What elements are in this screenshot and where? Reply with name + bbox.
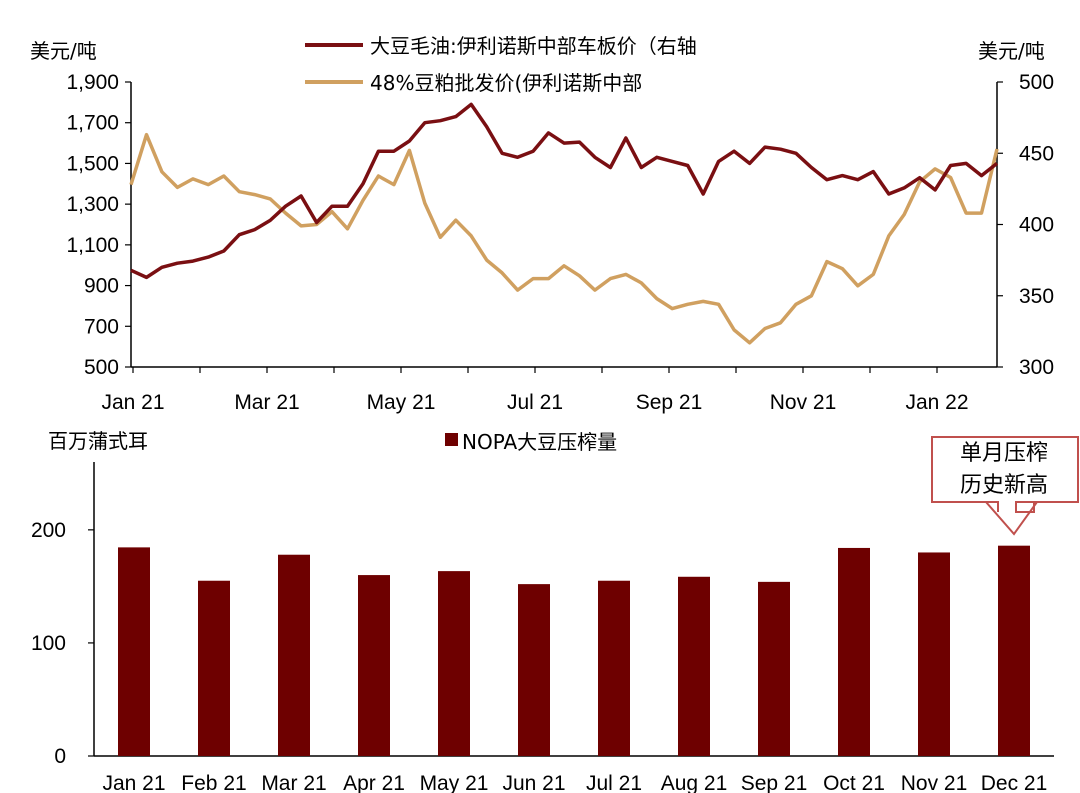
right-axis-unit: 美元/吨 (978, 39, 1045, 63)
left-tick-label: 1,100 (66, 234, 119, 257)
bar-x-tick-label: Mar 21 (261, 772, 326, 793)
bar-x-tick-label: Apr 21 (343, 772, 405, 793)
x-tick-label: Jan 22 (905, 391, 968, 414)
bar (998, 545, 1030, 756)
left-tick-label: 900 (84, 275, 119, 298)
bar-y-tick-label: 200 (31, 519, 66, 542)
bar (598, 580, 630, 756)
left-axis-unit: 美元/吨 (30, 39, 97, 63)
bar-y-tick-label: 0 (54, 745, 66, 768)
bar-x-tick-label: Aug 21 (661, 772, 728, 793)
left-tick-label: 1,900 (66, 71, 119, 94)
x-tick-label: Mar 21 (234, 391, 299, 414)
bar (758, 581, 790, 756)
legend-swatch-crush (445, 433, 458, 446)
legend-label-crush: NOPA大豆压榨量 (462, 430, 617, 454)
x-tick-label: Nov 21 (770, 391, 837, 414)
bar (678, 576, 710, 756)
left-tick-label: 1,500 (66, 152, 119, 175)
callout-line-2: 历史新高 (960, 473, 1048, 498)
bar (918, 552, 950, 756)
bar (278, 554, 310, 756)
callout-box (931, 436, 1079, 536)
bar (438, 571, 470, 756)
x-tick-label: Jan 21 (101, 391, 164, 414)
bar-x-tick-label: Jun 21 (502, 772, 565, 793)
right-tick-label: 400 (1019, 214, 1054, 237)
series-lines (129, 102, 999, 345)
bar-y-ticks: 200 100 0 (31, 519, 94, 768)
right-y-ticks: 500 450 400 350 300 (997, 71, 1054, 379)
x-tick-label: May 21 (367, 391, 436, 414)
bar-y-tick-label: 100 (31, 632, 66, 655)
bar-x-tick-label: May 21 (420, 772, 489, 793)
bar-x-tick-label: Feb 21 (181, 772, 246, 793)
right-tick-label: 300 (1019, 356, 1054, 379)
bar-x-tick-label: Dec 21 (981, 772, 1048, 793)
bar-x-ticks: Jan 21 Feb 21 Mar 21 Apr 21 May 21 Jun 21 Jul … (102, 772, 1047, 793)
left-tick-label: 1,700 (66, 112, 119, 135)
series-line-oil (130, 102, 999, 280)
bar-x-tick-label: Jul 21 (586, 772, 642, 793)
bar-y-label: 百万蒲式耳 (48, 429, 148, 453)
bar-x-tick-label: Sep 21 (741, 772, 808, 793)
left-tick-label: 1,300 (66, 193, 119, 216)
left-tick-label: 500 (84, 356, 119, 379)
bar (518, 584, 550, 756)
x-tick-label: Jul 21 (507, 391, 563, 414)
x-ticks: Jan 21 Mar 21 May 21 Jul 21 Sep 21 Nov 21 Jan … (101, 367, 969, 414)
price-line-chart: 美元/吨 美元/吨 大豆毛油:伊利诺斯中部车板价（右轴 48%豆粕批发价(伊利诺… (30, 34, 1054, 414)
right-tick-label: 500 (1019, 71, 1054, 94)
right-tick-label: 450 (1019, 142, 1054, 165)
bar-x-tick-label: Nov 21 (901, 772, 968, 793)
right-tick-label: 350 (1019, 285, 1054, 308)
legend-label-oil: 大豆毛油:伊利诺斯中部车板价（右轴 (370, 34, 697, 58)
bar (358, 575, 390, 756)
record-callout: 单月压榨 历史新高 (931, 436, 1079, 536)
series-line-meal (129, 132, 999, 345)
crush-bar-chart: 百万蒲式耳 NOPA大豆压榨量 200 100 0 Jan 21 Feb 21 Mar … (31, 429, 1079, 793)
legend-label-meal: 48%豆粕批发价(伊利诺斯中部 (370, 71, 642, 95)
bar (118, 547, 150, 756)
bar-legend: NOPA大豆压榨量 (445, 430, 617, 454)
left-tick-label: 700 (84, 315, 119, 338)
left-y-ticks: 1,900 1,700 1,500 1,300 1,100 900 700 500 (66, 71, 131, 379)
bar (198, 580, 230, 756)
callout-line-1: 单月压榨 (960, 441, 1048, 466)
bar-x-tick-label: Oct 21 (823, 772, 885, 793)
legend: 大豆毛油:伊利诺斯中部车板价（右轴 48%豆粕批发价(伊利诺斯中部 (305, 34, 697, 95)
bar-x-tick-label: Jan 21 (102, 772, 165, 793)
bar (838, 547, 870, 756)
bars (118, 545, 1030, 756)
x-tick-label: Sep 21 (636, 391, 703, 414)
